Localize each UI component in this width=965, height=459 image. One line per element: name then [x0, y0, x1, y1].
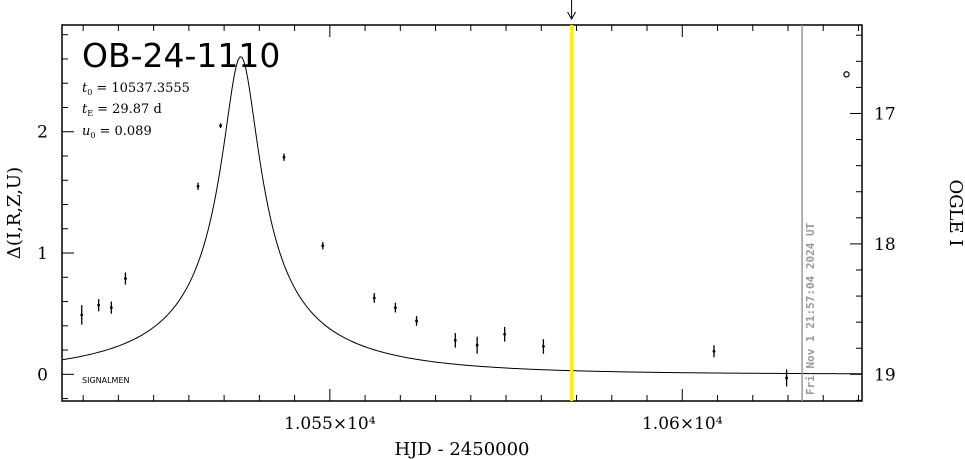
- fit-parameters: t0 = 10537.3555 tE = 29.87 d u0 = 0.089: [82, 81, 190, 140]
- data-point: [453, 338, 457, 342]
- data-point: [321, 244, 325, 248]
- current-time-arrow-head: [567, 11, 577, 21]
- y-axis-right-label: OGLE I: [945, 179, 965, 246]
- data-point: [97, 303, 101, 307]
- y-right-tick-label: 17: [874, 104, 896, 124]
- param-tE: tE = 29.87 d: [82, 102, 162, 118]
- data-point: [712, 349, 716, 353]
- x-tick-label: 1.055×10⁴: [284, 414, 376, 434]
- plot-area: Fri Nov 1 21:57:04 2024 UT 1.055×10⁴ 1.06…: [37, 0, 896, 434]
- model-curve-group: [61, 56, 862, 375]
- data-point: [109, 306, 113, 310]
- param-u0: u0 = 0.089: [82, 124, 152, 140]
- data-point: [124, 277, 127, 280]
- x-tick-label: 1.06×10⁴: [642, 414, 723, 434]
- data-point: [219, 124, 222, 128]
- data-points-group: [80, 71, 850, 387]
- model-curve: [61, 56, 862, 375]
- data-point: [415, 319, 418, 323]
- date-line-label: Fri Nov 1 21:57:04 2024 UT: [804, 222, 817, 395]
- y-left-tick-label: 0: [37, 365, 48, 385]
- reference-lines-group: Fri Nov 1 21:57:04 2024 UT: [567, 0, 817, 401]
- y-right-tick-label: 18: [874, 235, 896, 255]
- y-axis-left-label: Δ(I,R,Z,U): [4, 167, 25, 259]
- data-point: [785, 376, 788, 380]
- param-t0: t0 = 10537.3555: [82, 81, 190, 97]
- data-point: [542, 345, 545, 348]
- data-point: [282, 155, 286, 159]
- data-point: [475, 343, 479, 347]
- data-point: [196, 184, 200, 188]
- data-point: [372, 296, 376, 300]
- footer-signalmen: SIGNALMEN: [82, 376, 130, 385]
- x-axis-label: HJD - 2450000: [394, 439, 529, 459]
- y-right-tick-label: 19: [874, 365, 896, 385]
- open-data-point: [843, 71, 850, 78]
- chart-title: OB-24-1110: [82, 36, 280, 75]
- data-point: [393, 306, 397, 310]
- y-left-tick-label: 2: [37, 123, 48, 143]
- plot-frame: [61, 24, 863, 402]
- ticks-group: 1.055×10⁴ 1.06×10⁴ 0 1 2 17 18 19: [37, 25, 896, 434]
- y-left-tick-label: 1: [37, 244, 48, 264]
- data-point: [80, 313, 84, 317]
- data-point: [503, 332, 507, 336]
